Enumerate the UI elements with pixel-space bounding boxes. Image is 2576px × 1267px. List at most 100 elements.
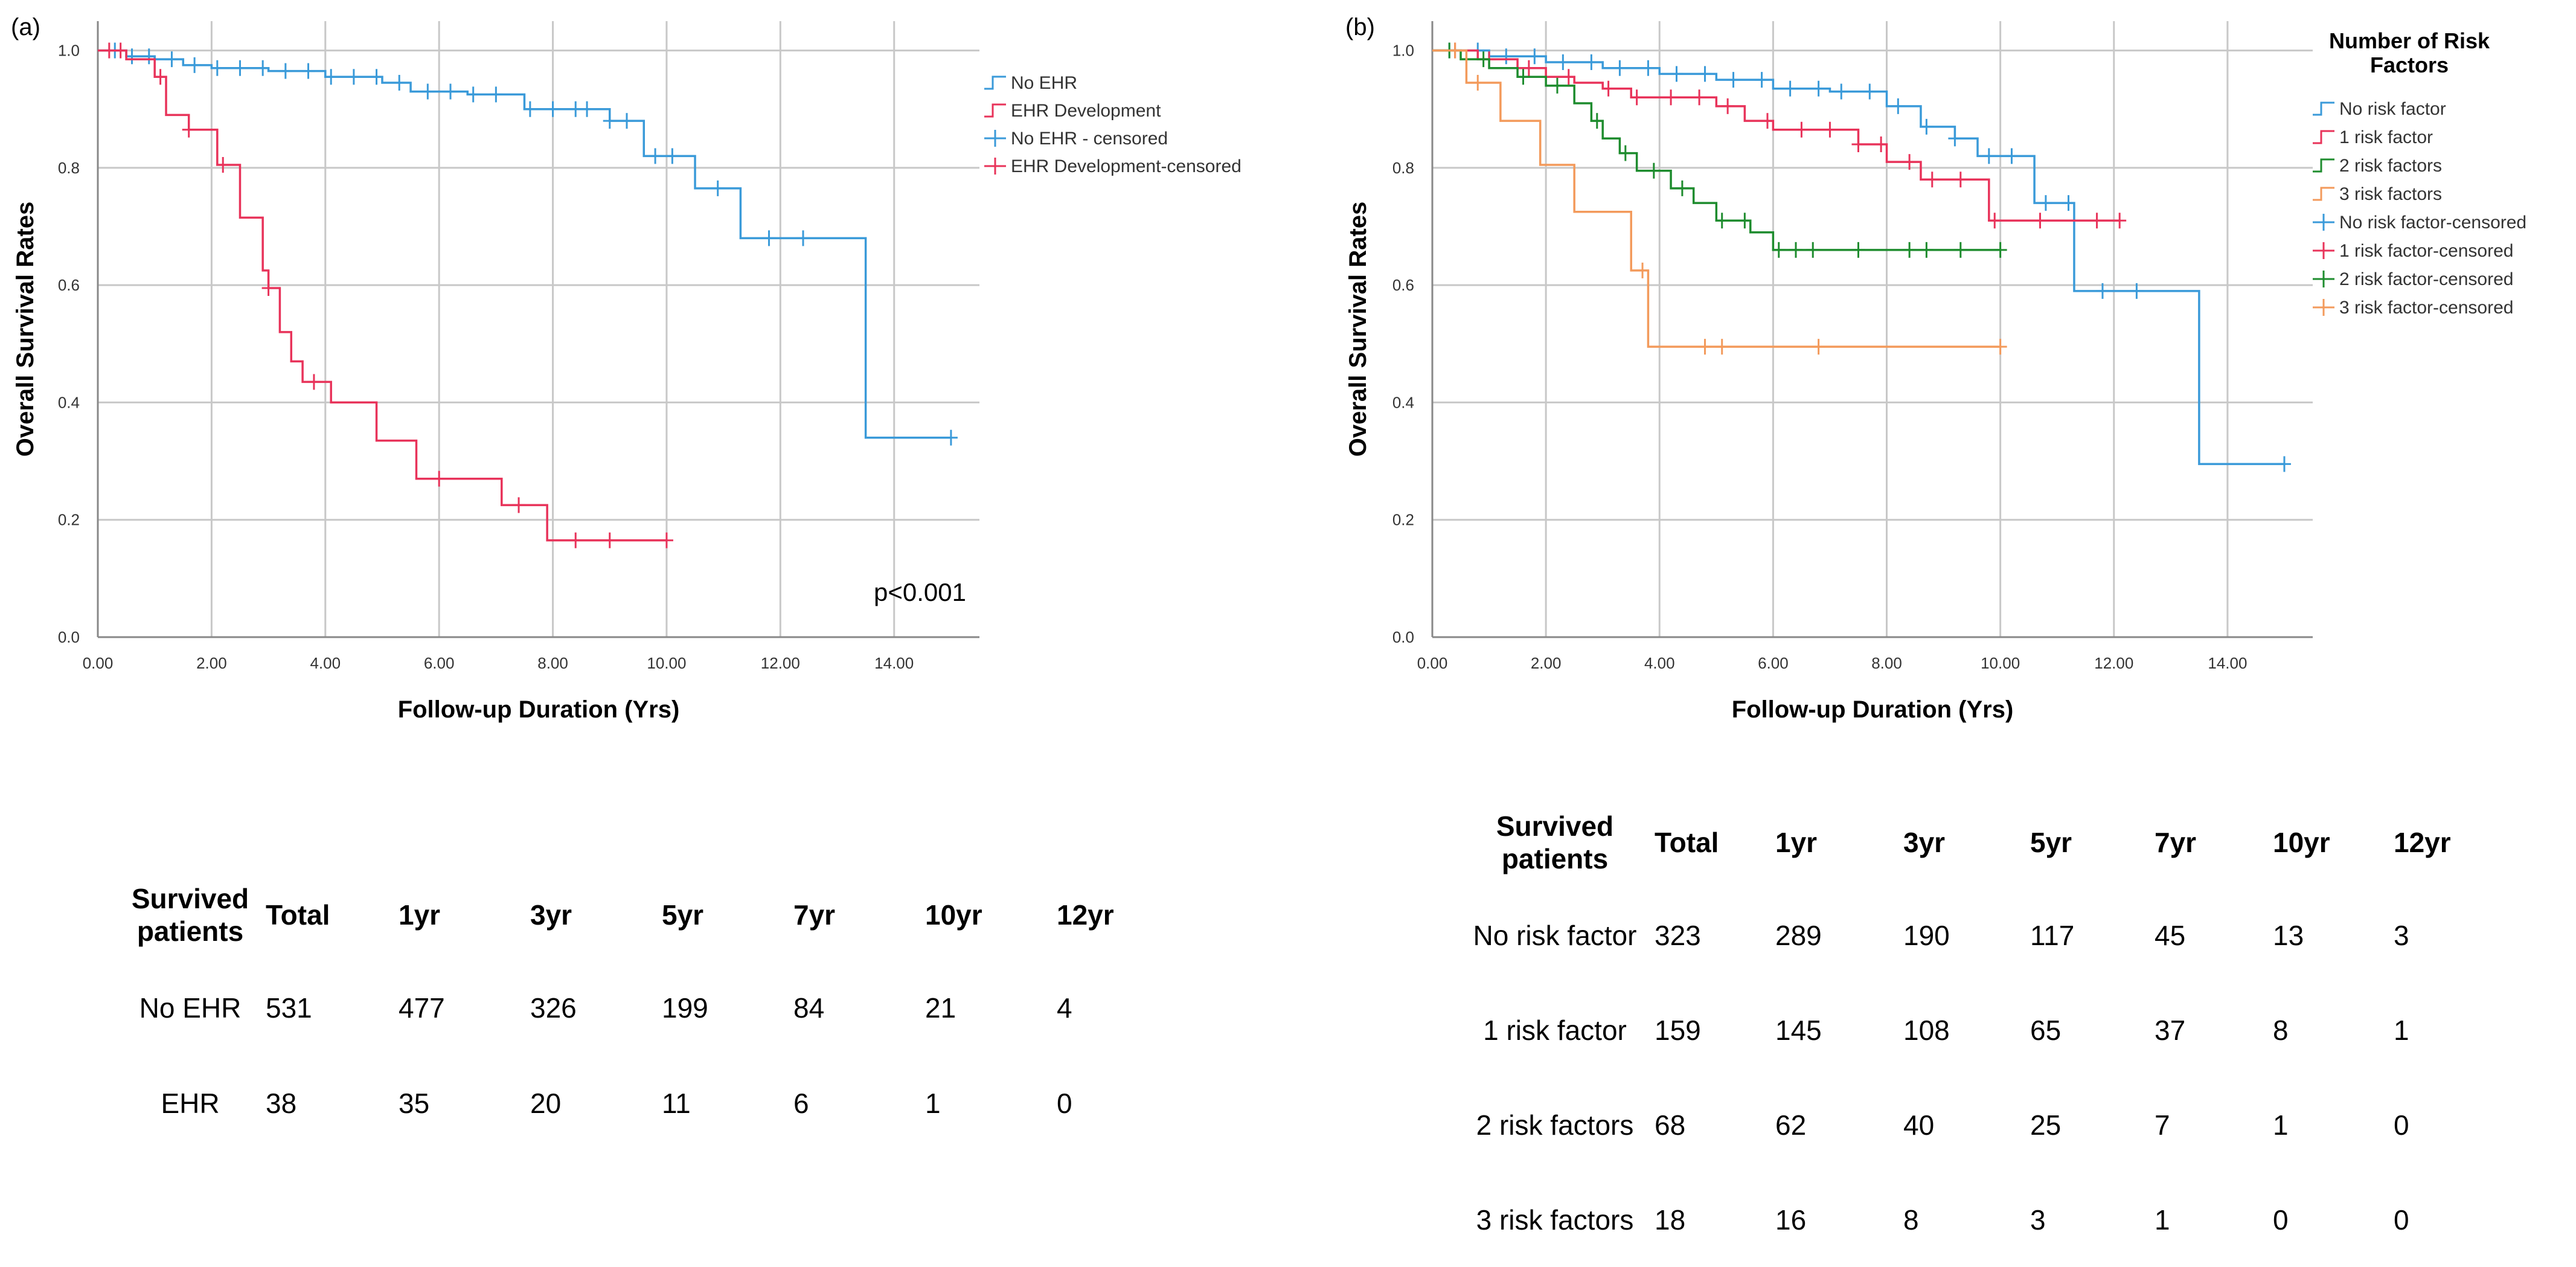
table-cell: 35: [399, 1088, 430, 1119]
series-ehr-development: [98, 42, 673, 548]
table-header-row: Survived patients Total 1yr 3yr 5yr 7yr 1…: [115, 870, 1129, 960]
table-cell: 20: [530, 1088, 562, 1119]
table-cell: 1: [925, 1088, 941, 1119]
table-cell: 21: [925, 992, 956, 1024]
table-cell: 3: [2394, 919, 2409, 951]
legend-label: No EHR: [1011, 73, 1077, 93]
row-label: No risk factor: [1473, 919, 1637, 951]
survival-figure: (a) 0.00 2.00 4.00 6.00 8.00 10.00 12.00 14.00 0.…: [11, 14, 2526, 723]
table-row: 3 risk factors 18 16 8 3 1 0 0: [1455, 1172, 2466, 1267]
col-header-total: Total: [1655, 827, 1719, 858]
legend-label: 2 risk factor-censored: [2339, 269, 2513, 289]
table-cell: 145: [1775, 1014, 1822, 1046]
legend-swatch: [984, 103, 1006, 118]
table-cell: 65: [2030, 1014, 2062, 1046]
col-header-1yr: 1yr: [399, 899, 441, 931]
legend-label: 1 risk factor-censored: [2339, 241, 2513, 261]
table-cell: 13: [2273, 919, 2304, 951]
series-2-risk-factors: [1432, 42, 2007, 258]
table-cell: 18: [1655, 1204, 1686, 1236]
header-word: Survived: [1496, 810, 1614, 842]
table-row: No risk factor 323 289 190 117 45 13 3: [1455, 888, 2466, 983]
table-cell: 40: [1903, 1109, 1935, 1141]
x-tick-label: 12.00: [761, 654, 800, 672]
legend-label: 3 risk factors: [2339, 184, 2442, 204]
col-header-12yr: 12yr: [1057, 899, 1114, 931]
legend-swatch: [2313, 187, 2334, 201]
table-cell: 62: [1775, 1109, 1807, 1141]
table-cell: 0: [2394, 1204, 2409, 1236]
table-row: 1 risk factor 159 145 108 65 37 8 1: [1455, 983, 2466, 1077]
col-header-total: Total: [266, 899, 330, 931]
legend-swatch: [2313, 101, 2334, 116]
x-tick-label: 0.00: [1417, 654, 1448, 672]
table-cell: 68: [1655, 1109, 1686, 1141]
series-no-ehr: [98, 42, 958, 446]
x-tick-label: 8.00: [537, 654, 568, 672]
table-cell: 38: [266, 1088, 297, 1119]
panel-label: (a): [11, 14, 40, 40]
y-tick-label: 0.0: [58, 628, 80, 646]
col-header-3yr: 3yr: [1903, 827, 1946, 858]
col-header-10yr: 10yr: [2273, 827, 2330, 858]
series-3-risk-factors: [1432, 42, 2007, 355]
legend-label: No risk factor: [2339, 99, 2446, 119]
survival-table-a: Survived patients Total 1yr 3yr 5yr 7yr 1…: [115, 870, 1129, 1151]
legend-title: Factors: [2370, 53, 2449, 77]
header-word: Survived: [131, 883, 249, 914]
y-tick-label: 0.8: [58, 159, 80, 177]
table-cell: 323: [1655, 919, 1701, 951]
row-label: 3 risk factors: [1476, 1204, 1634, 1236]
table-row: 2 risk factors 68 62 40 25 7 1 0: [1455, 1077, 2466, 1172]
table-cell: 7: [2155, 1109, 2170, 1141]
x-axis-title: Follow-up Duration (Yrs): [1732, 696, 2014, 723]
y-tick-label: 1.0: [1392, 42, 1414, 60]
table-cell: 190: [1903, 919, 1950, 951]
x-tick-label: 6.00: [1758, 654, 1789, 672]
survival-step-line: [1432, 49, 2001, 348]
table-cell: 6: [793, 1088, 809, 1119]
table-cell: 477: [399, 992, 445, 1024]
header-word: patients: [1501, 843, 1609, 874]
chart-panel-a: (a) 0.00 2.00 4.00 6.00 8.00 10.00 12.00 14.00 0.…: [11, 14, 1242, 723]
table-cell: 25: [2030, 1109, 2062, 1141]
header-text: Survived patients: [132, 883, 249, 947]
table-cell: 37: [2155, 1014, 2186, 1046]
y-tick-label: 0.4: [1392, 393, 1414, 411]
row-label: 2 risk factors: [1476, 1109, 1634, 1141]
table-cell: 45: [2155, 919, 2186, 951]
x-tick-label: 12.00: [2094, 654, 2133, 672]
table-cell: 0: [1057, 1088, 1072, 1119]
table-cell: 16: [1775, 1204, 1807, 1236]
x-tick-label: 2.00: [196, 654, 227, 672]
survival-table-b: Survived patients Total 1yr 3yr 5yr 7yr 1…: [1455, 797, 2466, 1267]
table-row: No EHR 531 477 326 199 84 21 4: [115, 960, 1129, 1056]
row-label: 1 risk factor: [1483, 1014, 1627, 1046]
col-header-12yr: 12yr: [2394, 827, 2451, 858]
legend-label: 2 risk factors: [2339, 156, 2442, 176]
table-cell: 1: [2394, 1014, 2409, 1046]
x-tick-label: 2.00: [1531, 654, 1562, 672]
y-tick-label: 0.6: [58, 276, 80, 294]
table-cell: 159: [1655, 1014, 1701, 1046]
survival-step-line: [98, 49, 951, 439]
col-header-5yr: 5yr: [2030, 827, 2072, 858]
y-tick-label: 1.0: [58, 42, 80, 60]
y-tick-label: 0.4: [58, 393, 80, 411]
table-cell: 8: [1903, 1204, 1919, 1236]
table-cell: 3: [2030, 1204, 2046, 1236]
y-tick-label: 0.2: [1392, 511, 1414, 529]
y-tick-label: 0.6: [1392, 276, 1414, 294]
p-value-annotation: p<0.001: [874, 578, 966, 606]
table-cell: 0: [2273, 1204, 2289, 1236]
table-cell: 108: [1903, 1014, 1950, 1046]
table-cell: 1: [2273, 1109, 2289, 1141]
header-text: Survived patients: [1496, 810, 1613, 874]
x-tick-label: 4.00: [310, 654, 341, 672]
legend-label: EHR Development: [1011, 101, 1161, 121]
col-header-5yr: 5yr: [662, 899, 704, 931]
legend-label: 3 risk factor-censored: [2339, 298, 2513, 318]
table-cell: 117: [2030, 919, 2075, 951]
col-header-survived: Survived patients: [1455, 797, 1655, 888]
